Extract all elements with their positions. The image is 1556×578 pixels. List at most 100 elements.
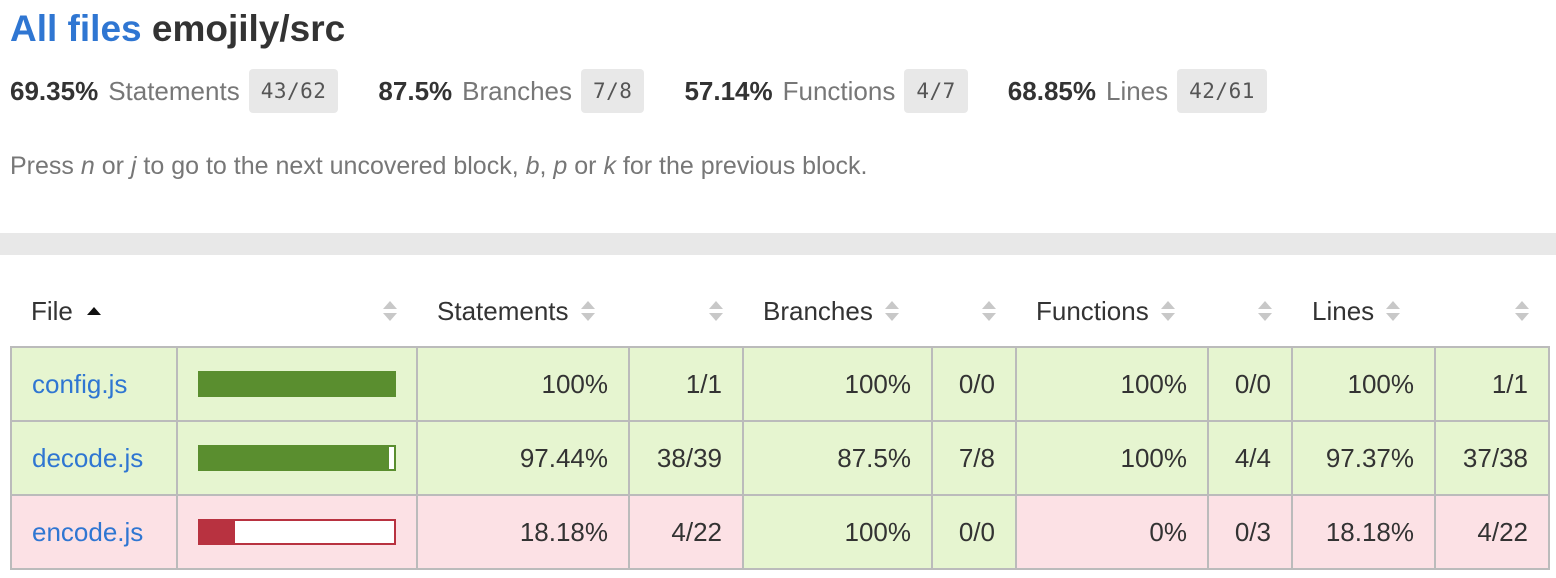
statements-fraction: 4/22 (628, 494, 744, 570)
branches-fraction: 0/0 (931, 346, 1017, 422)
all-files-link[interactable]: All files (10, 8, 142, 49)
summary-branches: 87.5% Branches 7/8 (378, 69, 645, 113)
directory-name: emojily/src (151, 8, 346, 49)
coverage-summary: 69.35% Statements 43/62 87.5% Branches 7… (10, 68, 1307, 114)
summary-branches-fraction: 7/8 (581, 69, 645, 113)
hint-key-b: b (525, 152, 540, 180)
summary-lines-fraction: 42/61 (1177, 69, 1267, 113)
functions-fraction: 0/3 (1207, 494, 1293, 570)
branches-pct: 87.5% (742, 420, 933, 496)
coverage-bar-fill (200, 373, 394, 395)
lines-pct: 18.18% (1291, 494, 1436, 570)
file-cell: encode.js (10, 494, 178, 570)
summary-branches-label: Branches (462, 75, 572, 106)
coverage-bar-cell (176, 420, 418, 496)
table-row: decode.js 97.44% 38/39 87.5% 7/8 100% 4/… (10, 420, 1550, 496)
file-cell: config.js (10, 346, 178, 422)
branches-pct: 100% (742, 346, 933, 422)
branches-fraction: 7/8 (931, 420, 1017, 496)
branches-pct: 100% (742, 494, 933, 570)
sort-icon (982, 301, 996, 321)
coverage-table: File Statements (10, 276, 1550, 570)
sort-functions-header[interactable]: Functions (1016, 276, 1208, 347)
sort-icon (1515, 301, 1529, 321)
file-cell: decode.js (10, 420, 178, 496)
file-header-label: File (31, 295, 73, 326)
hint-key-n: n (80, 152, 95, 180)
sort-statements-header[interactable]: Statements (417, 276, 629, 347)
file-link-encode[interactable]: encode.js (32, 516, 144, 547)
hint-key-j: j (130, 152, 137, 180)
sort-functions-raw-header[interactable] (1208, 276, 1292, 347)
summary-statements-fraction: 43/62 (248, 69, 339, 113)
sort-lines-header[interactable]: Lines (1292, 276, 1435, 347)
statements-pct: 18.18% (416, 494, 630, 570)
statements-pct: 97.44% (416, 420, 630, 496)
summary-lines: 68.85% Lines 42/61 (1008, 69, 1267, 113)
functions-fraction: 4/4 (1207, 420, 1293, 496)
lines-pct: 100% (1291, 346, 1436, 422)
functions-header-label: Functions (1036, 295, 1149, 326)
sort-statements-raw-header[interactable] (629, 276, 743, 347)
sort-icon (1160, 301, 1175, 321)
hint-text: or (94, 152, 131, 180)
summary-statements-pct: 69.35% (10, 75, 99, 106)
summary-lines-pct: 68.85% (1007, 75, 1096, 106)
file-link-decode[interactable]: decode.js (32, 442, 144, 473)
sort-icon (383, 301, 397, 321)
sort-branches-header[interactable]: Branches (743, 276, 932, 347)
summary-branches-pct: 87.5% (378, 75, 453, 106)
sort-file-header[interactable]: File (11, 276, 177, 347)
sort-branches-raw-header[interactable] (932, 276, 1016, 347)
sort-icon (1386, 301, 1401, 321)
sort-ascending-icon (86, 307, 101, 315)
hint-text: for the previous block. (615, 152, 868, 180)
hint-text: to go to the next uncovered block, (136, 152, 526, 180)
page-title: All files emojily/src (10, 0, 1546, 58)
file-link-config[interactable]: config.js (32, 368, 128, 399)
coverage-bar-cell (176, 346, 418, 422)
table-header-row: File Statements (11, 276, 1549, 347)
lines-pct: 97.37% (1291, 420, 1436, 496)
coverage-bar (198, 371, 396, 397)
summary-functions-fraction: 4/7 (904, 69, 968, 113)
functions-fraction: 0/0 (1207, 346, 1293, 422)
hint-key-p: p (553, 152, 568, 180)
statements-pct: 100% (416, 346, 630, 422)
lines-fraction: 1/1 (1434, 346, 1550, 422)
sort-coverage-bar-header[interactable] (177, 276, 417, 347)
coverage-bar (198, 445, 396, 471)
hint-text: , (539, 152, 554, 180)
hint-text: Press (10, 152, 81, 180)
lines-fraction: 37/38 (1434, 420, 1550, 496)
status-divider (0, 233, 1556, 255)
keyboard-hint: Press n or j to go to the next uncovered… (10, 152, 867, 181)
summary-statements: 69.35% Statements 43/62 (10, 69, 339, 113)
sort-icon (1258, 301, 1272, 321)
coverage-bar-cell (176, 494, 418, 570)
functions-pct: 0% (1015, 494, 1209, 570)
summary-functions-label: Functions (782, 75, 896, 106)
summary-functions: 57.14% Functions 4/7 (684, 69, 968, 113)
statements-fraction: 1/1 (628, 346, 744, 422)
sort-icon (709, 301, 723, 321)
summary-functions-pct: 57.14% (684, 75, 773, 106)
summary-lines-label: Lines (1105, 75, 1169, 106)
sort-icon (580, 301, 595, 321)
coverage-bar-fill (200, 521, 236, 543)
statements-fraction: 38/39 (628, 420, 744, 496)
lines-fraction: 4/22 (1434, 494, 1550, 570)
functions-pct: 100% (1015, 420, 1209, 496)
branches-fraction: 0/0 (931, 494, 1017, 570)
table-row: encode.js 18.18% 4/22 100% 0/0 0% 0/3 18… (10, 494, 1550, 570)
sort-icon (884, 301, 899, 321)
coverage-bar (198, 519, 396, 545)
functions-pct: 100% (1015, 346, 1209, 422)
sort-lines-raw-header[interactable] (1435, 276, 1549, 347)
table-row: config.js 100% 1/1 100% 0/0 100% 0/0 100… (10, 346, 1550, 422)
coverage-bar-fill (200, 447, 390, 469)
branches-header-label: Branches (763, 295, 873, 326)
hint-text: or (567, 152, 604, 180)
summary-statements-label: Statements (108, 75, 240, 106)
lines-header-label: Lines (1312, 295, 1375, 326)
